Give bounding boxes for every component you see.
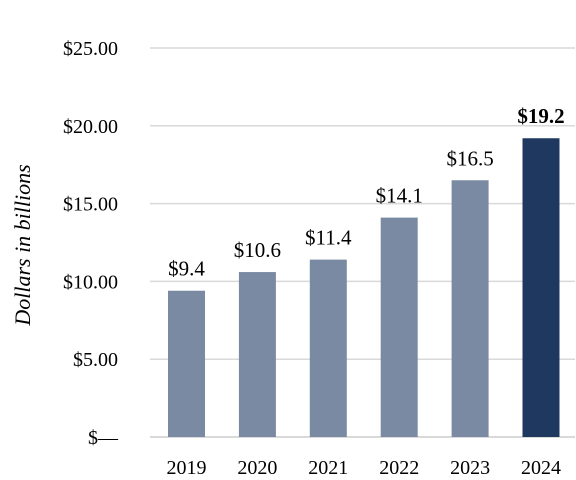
x-tick-label: 2022 bbox=[379, 457, 419, 479]
x-tick-label: 2019 bbox=[167, 457, 207, 479]
bar-2019 bbox=[168, 290, 205, 437]
x-tick-label: 2024 bbox=[521, 457, 561, 479]
data-label-2020: $10.6 bbox=[234, 238, 281, 262]
bar-2022 bbox=[380, 217, 418, 437]
gridlines bbox=[150, 47, 575, 438]
data-label-2023: $16.5 bbox=[446, 146, 493, 170]
data-label-2022: $14.1 bbox=[376, 184, 423, 208]
y-tick-label: $— bbox=[88, 427, 119, 449]
bar-2021 bbox=[309, 259, 347, 437]
x-tick-label: 2021 bbox=[308, 457, 348, 479]
x-tick-label: 2020 bbox=[237, 457, 277, 479]
y-axis-title: Dollars in billions bbox=[10, 164, 35, 326]
data-label-2019: $9.4 bbox=[168, 257, 205, 281]
y-tick-label: $15.00 bbox=[63, 194, 118, 216]
data-label-2021: $11.4 bbox=[305, 226, 352, 250]
data-labels: $9.4 $10.6 $11.4 $14.1 $16.5 $19.2 bbox=[168, 104, 565, 280]
x-axis-ticks: 2019 2020 2021 2022 2023 2024 bbox=[167, 457, 562, 479]
y-tick-label: $10.00 bbox=[63, 271, 118, 293]
y-axis-ticks: $— $5.00 $10.00 $15.00 $20.00 $25.00 bbox=[63, 38, 119, 449]
bars bbox=[168, 138, 560, 438]
bar-2024 bbox=[522, 138, 560, 438]
bar-2020 bbox=[238, 272, 276, 437]
x-tick-label: 2023 bbox=[450, 457, 490, 479]
y-tick-label: $5.00 bbox=[73, 349, 118, 371]
bar-2023 bbox=[451, 180, 489, 437]
y-tick-label: $20.00 bbox=[63, 116, 118, 138]
data-label-2024: $19.2 bbox=[517, 104, 564, 128]
y-tick-label: $25.00 bbox=[63, 38, 118, 60]
